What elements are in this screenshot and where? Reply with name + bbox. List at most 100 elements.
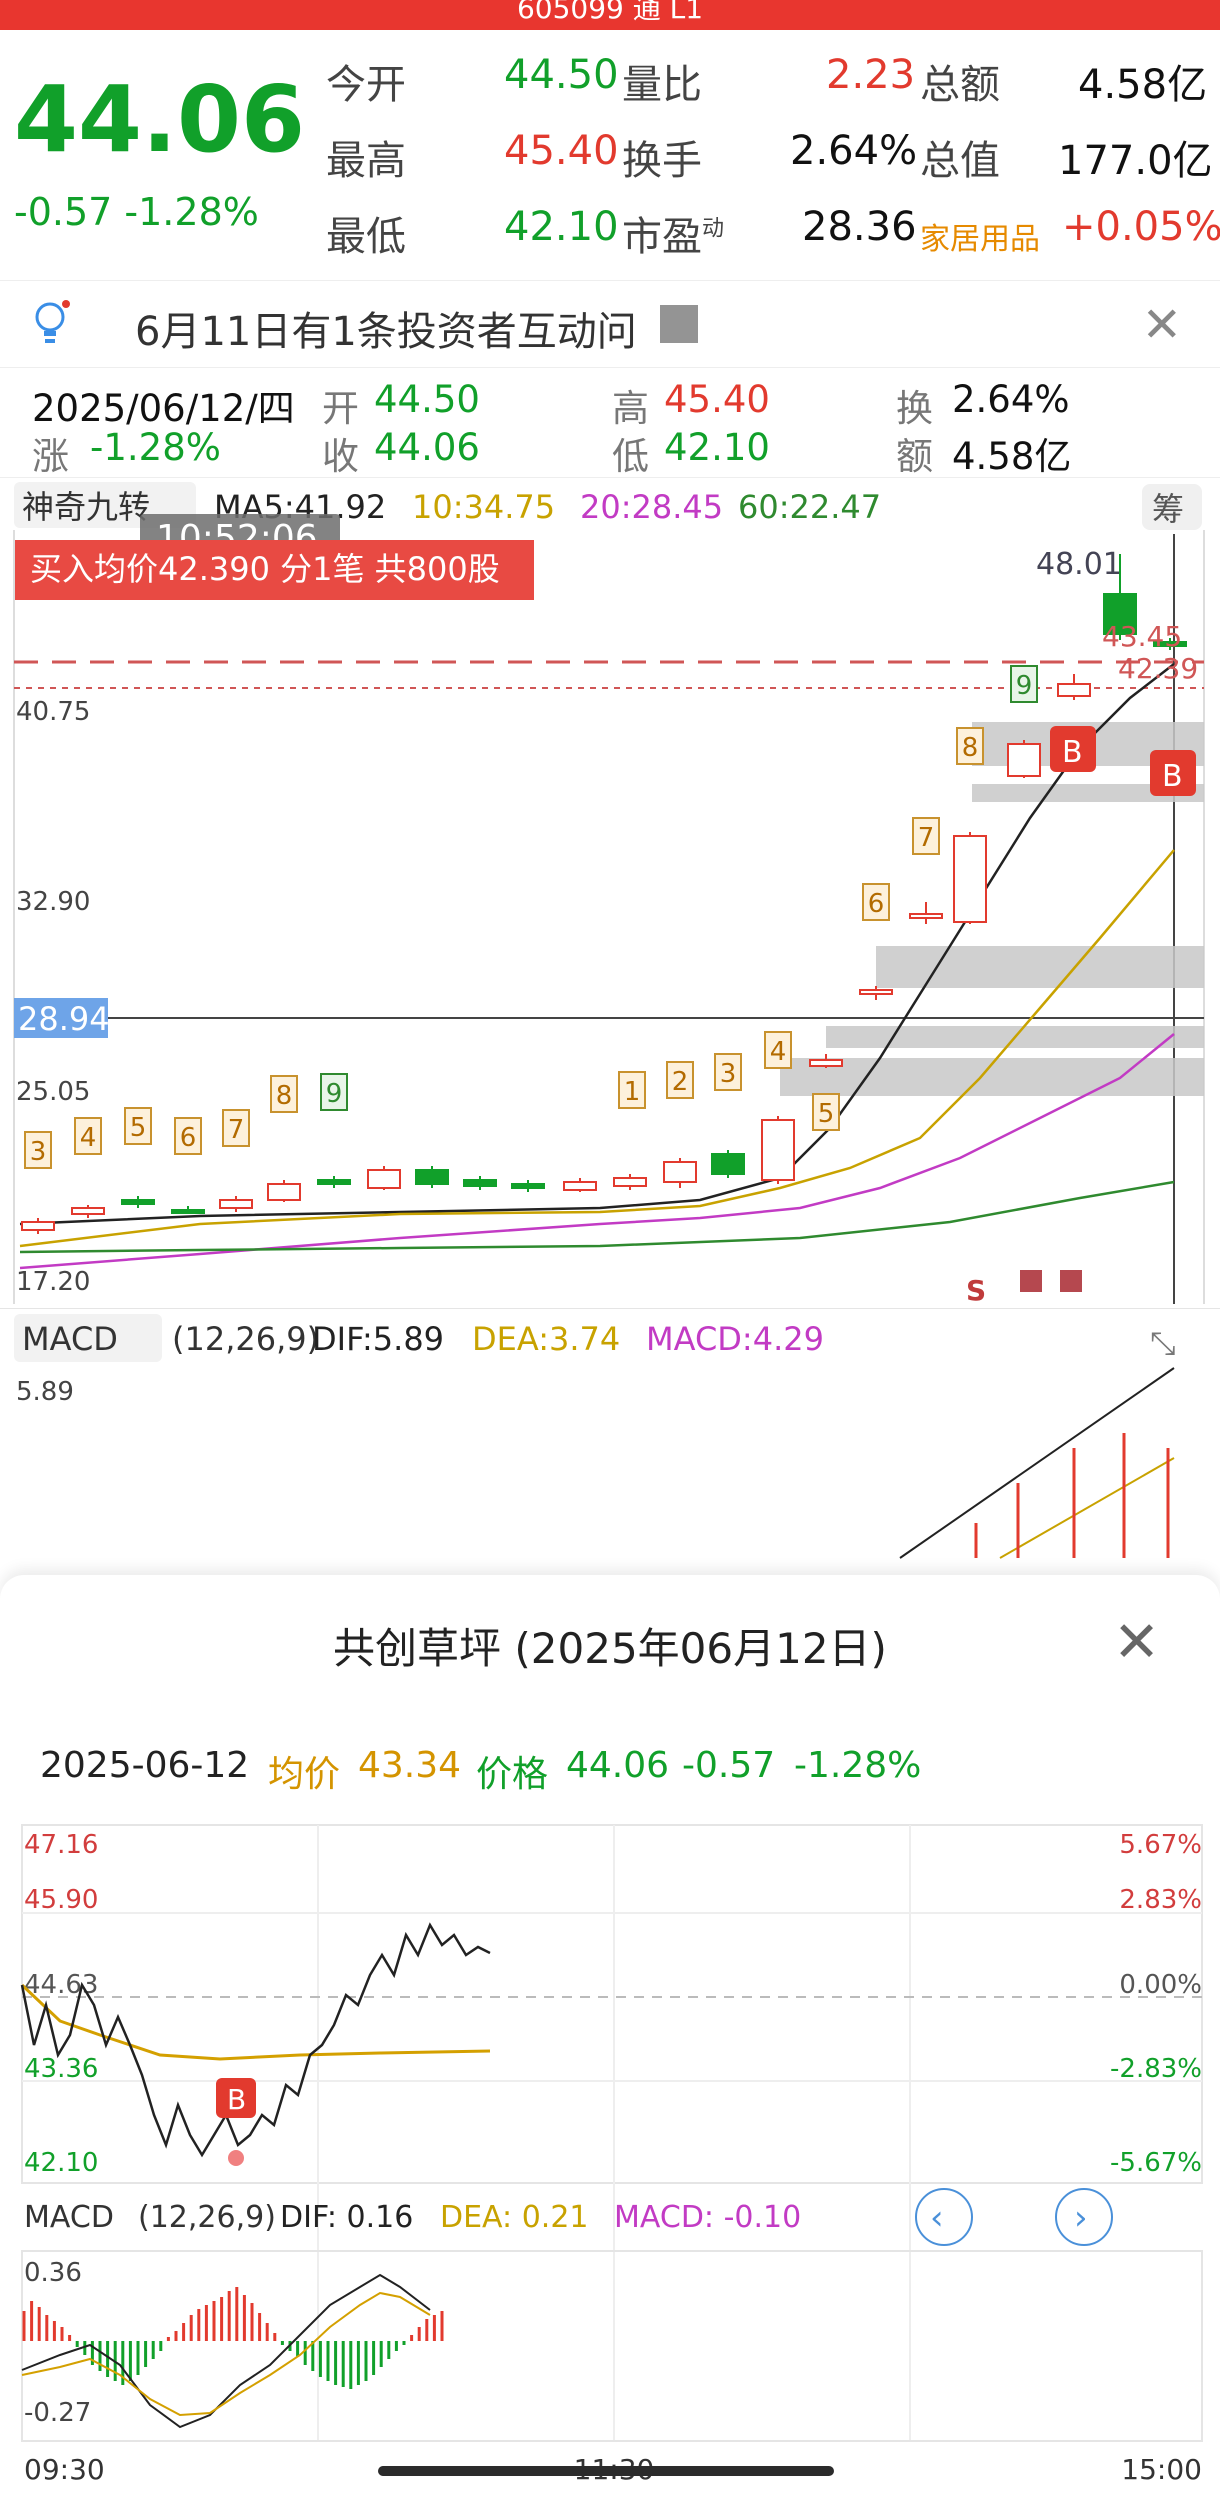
pixel-block bbox=[1060, 1270, 1082, 1292]
macd-selector[interactable] bbox=[14, 1314, 162, 1362]
nine-turn-label: 9 bbox=[1016, 671, 1033, 701]
change-percent: -1.28% bbox=[124, 190, 259, 234]
buy-marker-1[interactable] bbox=[1050, 726, 1096, 772]
buy-marker-2[interactable] bbox=[1150, 750, 1196, 796]
pct-axis-0: 5.67% bbox=[1119, 1830, 1202, 1860]
i-macd-label: MACD bbox=[24, 2200, 114, 2235]
pixelated-icon bbox=[660, 305, 698, 343]
market-cap-label: 总值 bbox=[920, 138, 1000, 184]
candle[interactable] bbox=[415, 1169, 449, 1185]
day-open-value: 44.50 bbox=[374, 378, 480, 421]
ma60-label: 60:22.47 bbox=[738, 488, 881, 526]
candle[interactable] bbox=[711, 1153, 745, 1175]
nine-turn-box bbox=[956, 727, 984, 765]
candle[interactable] bbox=[761, 1119, 795, 1181]
industry-label[interactable]: 家居用品 bbox=[920, 222, 1040, 257]
macd-axis-top: 5.89 bbox=[16, 1377, 74, 1407]
high-value: 45.40 bbox=[504, 128, 619, 174]
candle[interactable] bbox=[953, 835, 987, 923]
buy-banner-box[interactable] bbox=[14, 540, 534, 600]
day-close-value: 44.06 bbox=[374, 426, 480, 469]
candle[interactable] bbox=[267, 1183, 301, 1201]
price-axis-0: 47.16 bbox=[24, 1830, 98, 1860]
candle[interactable] bbox=[809, 1059, 843, 1067]
pe-label: 市盈动 bbox=[622, 214, 725, 260]
candle[interactable] bbox=[21, 1221, 55, 1231]
nine-turn-label: 9 bbox=[326, 1079, 343, 1109]
chip-tool-button[interactable] bbox=[1142, 484, 1202, 530]
price-axis-2: 44.63 bbox=[24, 1970, 98, 2000]
indicator-name: 神奇九转 bbox=[22, 488, 150, 526]
close-icon[interactable]: ✕ bbox=[1113, 1610, 1160, 1675]
candle[interactable] bbox=[121, 1199, 155, 1205]
support-band bbox=[876, 946, 1204, 988]
candle[interactable] bbox=[1103, 593, 1137, 635]
day-turnover-label: 换 bbox=[896, 387, 933, 430]
home-indicator[interactable] bbox=[378, 2466, 834, 2476]
sell-marker[interactable]: S bbox=[966, 1274, 986, 1307]
candle[interactable] bbox=[317, 1179, 351, 1185]
intraday-buy-marker-label: B bbox=[227, 2083, 246, 2116]
price-axis-3: 43.36 bbox=[24, 2054, 98, 2084]
candle[interactable] bbox=[1153, 641, 1187, 647]
intraday-chart[interactable]: 47.16 45.90 44.63 43.36 42.10 5.67% 2.83… bbox=[0, 1575, 1220, 2504]
moving-average-line bbox=[19, 1033, 1175, 1270]
cursor-price: 28.94 bbox=[18, 1000, 110, 1038]
i-macd-dif: DIF: 0.16 bbox=[280, 2200, 413, 2235]
i-macd-value: MACD: -0.10 bbox=[614, 2200, 801, 2235]
candle[interactable] bbox=[613, 1177, 647, 1187]
price-mark-2: 42.39 bbox=[1118, 652, 1198, 685]
macd-panel[interactable]: MACD (12,26,9) DIF:5.89 DEA:3.74 MACD:4.… bbox=[0, 1308, 1220, 1575]
nine-turn-box bbox=[124, 1107, 152, 1145]
day-rise-label: 涨 bbox=[32, 435, 69, 478]
moving-average-line bbox=[19, 849, 1175, 1248]
candle[interactable] bbox=[563, 1181, 597, 1191]
candle[interactable] bbox=[1007, 743, 1041, 777]
candle[interactable] bbox=[859, 989, 893, 995]
intraday-buy-marker[interactable] bbox=[216, 2078, 256, 2118]
investor-notice-bar[interactable]: 6月11日有1条投资者互动问 ✕ bbox=[0, 280, 1220, 368]
i-macd-histogram bbox=[22, 2287, 444, 2389]
nine-turn-label: 4 bbox=[770, 1037, 787, 1067]
macd-params: (12,26,9) bbox=[172, 1320, 319, 1358]
prev-arrow-button[interactable] bbox=[915, 2188, 973, 2246]
support-band bbox=[972, 784, 1204, 802]
intraday-date: 2025-06-12 bbox=[40, 1745, 250, 1786]
i-dea-line bbox=[21, 2291, 431, 2417]
next-arrow-button[interactable] bbox=[1055, 2188, 1113, 2246]
day-low-value: 42.10 bbox=[664, 426, 770, 469]
nine-turn-box bbox=[812, 1093, 840, 1131]
candle[interactable] bbox=[463, 1179, 497, 1187]
ma20-label: 20:28.45 bbox=[580, 488, 723, 526]
price-high-label: 48.01 bbox=[1036, 547, 1122, 582]
i-macd-axis-bottom: -0.27 bbox=[24, 2398, 91, 2428]
amount-value: 4.58亿 bbox=[1078, 62, 1208, 108]
security-code-strip: 605099 通 L1 bbox=[0, 0, 1220, 30]
nine-turn-label: 7 bbox=[228, 1115, 245, 1145]
price-label: 价格 bbox=[476, 1754, 549, 1795]
candle[interactable] bbox=[909, 913, 943, 919]
macd-histogram bbox=[974, 1433, 1170, 1558]
candle[interactable] bbox=[663, 1161, 697, 1183]
pct-axis-1: 2.83% bbox=[1119, 1885, 1202, 1915]
nine-turn-label: 2 bbox=[672, 1067, 689, 1097]
price-change: -0.57 bbox=[682, 1745, 776, 1786]
nine-turn-box bbox=[666, 1061, 694, 1099]
pct-axis-4: -5.67% bbox=[1110, 2148, 1202, 2178]
day-low-label: 低 bbox=[612, 435, 649, 478]
candle[interactable] bbox=[219, 1199, 253, 1209]
kline-svg[interactable]: 神奇九转 MA5:41.92 10:34.75 20:28.45 60:22.4… bbox=[0, 478, 1220, 1308]
candle[interactable] bbox=[367, 1169, 401, 1189]
intraday-modal[interactable]: 共创草坪 (2025年06月12日) ✕ 2025-06-12 均价 43.34… bbox=[0, 1575, 1220, 2504]
buy-marker-2-label: B bbox=[1162, 759, 1183, 794]
close-icon[interactable]: ✕ bbox=[1141, 297, 1182, 353]
moving-average-line bbox=[19, 1180, 1175, 1254]
volume-ratio-value: 2.23 bbox=[826, 52, 916, 98]
candle[interactable] bbox=[71, 1207, 105, 1215]
expand-icon[interactable]: ⤡ bbox=[1150, 1324, 1176, 1362]
kline-chart[interactable]: 神奇九转 MA5:41.92 10:34.75 20:28.45 60:22.4… bbox=[0, 478, 1220, 1308]
candle[interactable] bbox=[511, 1183, 545, 1189]
candle[interactable] bbox=[171, 1209, 205, 1214]
amount-label: 总额 bbox=[920, 62, 1000, 108]
candle[interactable] bbox=[1057, 683, 1091, 697]
